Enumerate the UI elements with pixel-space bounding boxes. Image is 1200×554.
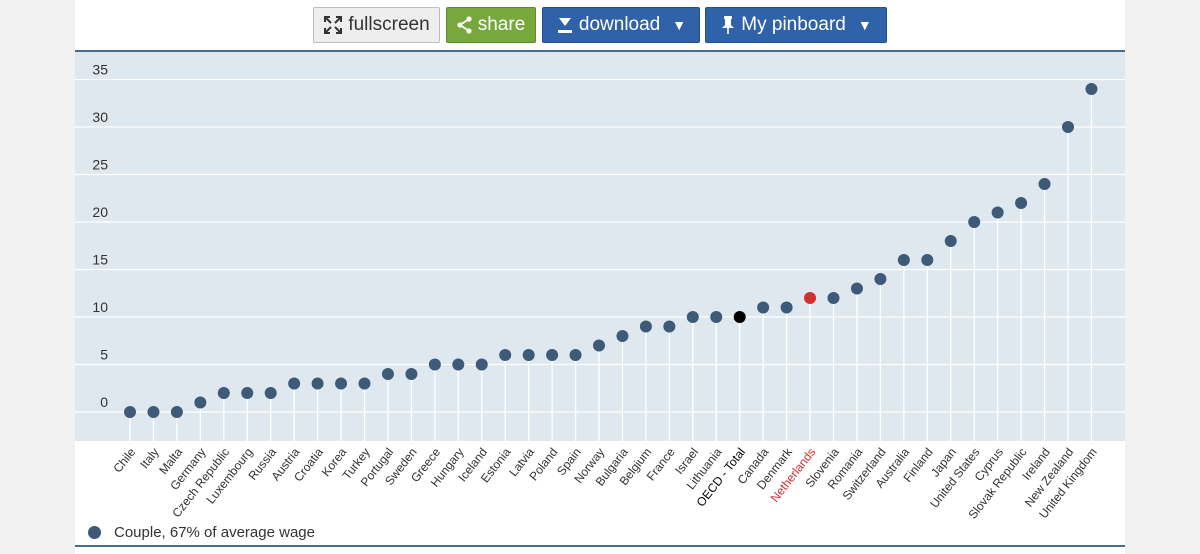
data-point xyxy=(170,406,183,418)
y-tick-label: 20 xyxy=(92,204,108,220)
download-button[interactable]: download ▼ xyxy=(542,7,700,43)
data-point xyxy=(311,377,324,390)
y-tick-label: 5 xyxy=(100,347,108,363)
data-point xyxy=(616,330,629,342)
data-point xyxy=(780,301,793,314)
fullscreen-label: fullscreen xyxy=(348,14,430,35)
data-point xyxy=(921,254,934,266)
data-point xyxy=(686,311,699,323)
data-point xyxy=(1015,197,1028,209)
data-point xyxy=(147,406,160,418)
y-tick-label: 10 xyxy=(92,299,108,315)
y-tick-label: 25 xyxy=(92,157,108,173)
pinboard-button[interactable]: My pinboard ▼ xyxy=(705,7,887,43)
data-point xyxy=(874,273,887,285)
data-point xyxy=(405,368,418,380)
download-label: download xyxy=(578,14,661,35)
data-point xyxy=(1038,178,1051,190)
bottom-divider xyxy=(75,545,1125,547)
data-point xyxy=(850,282,863,295)
data-point xyxy=(546,349,559,361)
share-button[interactable]: share xyxy=(446,7,536,43)
data-point xyxy=(733,311,746,323)
x-tick-label: Chile xyxy=(110,445,138,475)
y-tick-label: 15 xyxy=(92,252,108,268)
data-point xyxy=(1085,83,1098,95)
expand-arrows-icon xyxy=(323,15,343,35)
pinboard-label: My pinboard xyxy=(741,14,846,35)
data-point xyxy=(663,320,676,333)
share-nodes-icon xyxy=(457,16,473,34)
dropdown-caret-icon: ▼ xyxy=(857,17,872,33)
data-point xyxy=(194,396,207,409)
chart-toolbar: fullscreen share download ▼ My pinboard … xyxy=(75,0,1125,52)
chart-legend: Couple, 67% of average wage xyxy=(88,522,315,542)
data-point xyxy=(522,349,535,361)
data-point xyxy=(804,292,817,304)
data-point xyxy=(827,292,840,304)
share-label: share xyxy=(477,14,526,35)
data-point xyxy=(217,387,230,399)
data-point xyxy=(452,358,465,371)
data-point xyxy=(991,206,1004,219)
legend-label: Couple, 67% of average wage xyxy=(114,523,315,541)
data-point xyxy=(593,339,605,352)
data-point xyxy=(124,406,136,418)
data-point xyxy=(358,377,371,390)
data-point xyxy=(569,349,582,361)
y-tick-label: 0 xyxy=(100,394,108,410)
data-point xyxy=(897,254,910,266)
data-point xyxy=(288,377,301,390)
data-point xyxy=(428,358,441,371)
data-point xyxy=(241,387,254,399)
plot-area xyxy=(75,52,1125,441)
data-point xyxy=(639,320,652,333)
dropdown-caret-icon: ▼ xyxy=(672,17,687,33)
data-point xyxy=(757,301,770,314)
fullscreen-button[interactable]: fullscreen xyxy=(313,7,440,43)
legend-marker xyxy=(88,525,101,539)
y-tick-label: 30 xyxy=(92,109,108,125)
data-point xyxy=(1062,121,1074,133)
data-point xyxy=(710,311,723,323)
data-point xyxy=(968,216,981,228)
data-point xyxy=(944,235,957,247)
pushpin-icon xyxy=(720,15,736,35)
data-point xyxy=(499,349,512,361)
data-point xyxy=(475,358,488,371)
data-point xyxy=(381,368,394,380)
y-tick-label: 35 xyxy=(92,62,108,78)
download-arrow-icon xyxy=(556,16,574,34)
data-point xyxy=(264,387,277,399)
data-point xyxy=(335,377,348,390)
